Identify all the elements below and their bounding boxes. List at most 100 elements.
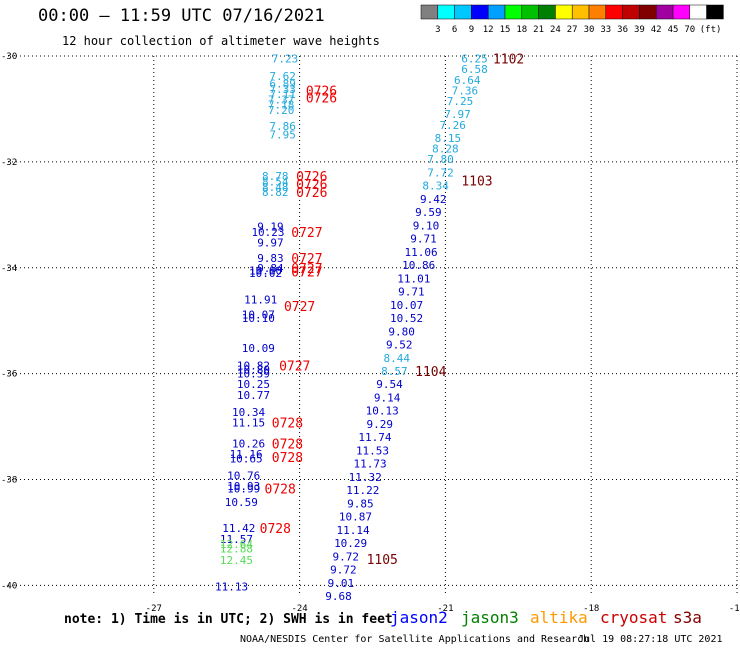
wave-height-point: 10.10 xyxy=(242,312,275,325)
wave-height-point: 11.16 xyxy=(230,448,263,461)
wave-height-point: 10.77 xyxy=(237,389,270,402)
colorbar-label: 45 xyxy=(668,25,679,35)
wave-height-point: 12.64 xyxy=(220,538,253,551)
colorbar-label: 3 xyxy=(435,25,440,35)
colorbar-label: 15 xyxy=(500,25,511,35)
x-tick-label: -21 xyxy=(437,604,453,614)
wave-height-point: 8.34 xyxy=(422,180,449,193)
wave-height-point: 10.52 xyxy=(390,312,423,325)
colorbar-label: 70 xyxy=(684,25,695,35)
wave-height-point: 9.97 xyxy=(257,236,284,249)
wave-height-point: 9.72 xyxy=(330,564,357,577)
x-tick-label: -15 xyxy=(729,604,740,614)
wave-height-point: 10.02 xyxy=(249,267,282,280)
wave-height-point: 10.34 xyxy=(232,406,265,419)
time-annotation: 0728 xyxy=(272,416,303,431)
time-annotation: 1103 xyxy=(461,174,492,189)
wave-height-point: 9.83 xyxy=(257,252,284,265)
mission-label-altika: altika xyxy=(530,608,588,627)
wave-height-point: 9.19 xyxy=(257,220,284,233)
y-tick-label: -34 xyxy=(1,264,17,274)
wave-height-point: 9.54 xyxy=(376,378,403,391)
wave-height-point: 7.25 xyxy=(447,95,474,108)
wave-height-point: 7.36 xyxy=(452,84,479,97)
wave-height-point: 11.15 xyxy=(232,416,265,429)
y-tick-label: -40 xyxy=(1,581,17,591)
wave-height-point: 12.88 xyxy=(220,542,253,555)
colorbar-label: 42 xyxy=(651,25,662,35)
wave-height-point: 9.84 xyxy=(257,262,284,275)
time-annotation: 0726 xyxy=(306,84,337,99)
time-annotation: 1105 xyxy=(367,553,398,568)
wave-height-point: 7.23 xyxy=(272,53,299,66)
colorbar-label: 36 xyxy=(617,25,628,35)
time-annotation: 0727 xyxy=(291,265,322,280)
wave-height-point: 9.59 xyxy=(415,206,442,219)
wave-height-point: 10.99 xyxy=(227,483,260,496)
wave-height-point: 9.85 xyxy=(347,497,374,510)
wave-height-point: 9.42 xyxy=(420,193,447,206)
wave-height-point: 7.72 xyxy=(427,166,454,179)
colorbar-label: 24 xyxy=(550,25,561,35)
time-annotation: 0726 xyxy=(306,91,337,106)
wave-height-point: 10.13 xyxy=(366,405,399,418)
wave-height-chart: -27 -24 -21 -18 -15 -30 -32 -34 -36 -38 -40 7.23 7.6… xyxy=(1,52,740,614)
time-annotation: 0728 xyxy=(272,438,303,453)
wave-height-point: 10.09 xyxy=(242,342,275,355)
wave-height-point: 11.57 xyxy=(220,533,253,546)
wave-height-point: 10.80 xyxy=(237,363,270,376)
colorbar-label: 27 xyxy=(567,25,578,35)
mission-label-jason2: jason2 xyxy=(390,608,448,627)
wave-height-point: 10.23 xyxy=(251,226,284,239)
wave-height-point: 9.80 xyxy=(388,325,415,338)
wave-height-point: 8.78 xyxy=(262,170,289,183)
time-annotation: 0727 xyxy=(279,360,310,375)
wave-height-point: 7.86 xyxy=(269,120,296,133)
wave-height-point: 7.26 xyxy=(439,119,466,132)
x-tick-label: -24 xyxy=(291,604,307,614)
wave-height-point: 10.93 xyxy=(227,480,260,493)
time-annotation: 0728 xyxy=(272,451,303,466)
wave-height-point: 9.01 xyxy=(328,577,355,590)
page-subtitle: 12 hour collection of altimeter wave hei… xyxy=(62,34,380,48)
wave-height-point: 8.48 xyxy=(262,181,289,194)
wave-height-point: 7.95 xyxy=(269,128,296,141)
colorbar-label: 6 xyxy=(452,25,457,35)
colorbar-label: 21 xyxy=(533,25,544,35)
wave-height-point: 6.25 xyxy=(461,53,488,66)
mission-label-s3a: s3a xyxy=(673,608,702,627)
wave-height-point: 9.71 xyxy=(398,286,425,299)
time-annotation: 0728 xyxy=(260,522,291,537)
time-annotation: 0726 xyxy=(296,170,327,185)
y-tick-label: -32 xyxy=(1,158,17,168)
wave-height-point: 10.76 xyxy=(227,469,260,482)
wave-height-point: 7.37 xyxy=(268,93,295,106)
wave-height-point: 10.65 xyxy=(230,452,263,465)
wave-height-point: 8.82 xyxy=(262,186,289,199)
time-annotation: 1102 xyxy=(493,53,524,68)
wave-height-point: 11.22 xyxy=(346,484,379,497)
wave-height-point: 11.74 xyxy=(358,431,391,444)
wave-height-point: 11.91 xyxy=(244,294,277,307)
time-annotation: 0728 xyxy=(265,483,296,498)
wave-height-point: 10.59 xyxy=(225,496,258,509)
wave-height-point: 9.29 xyxy=(367,418,394,431)
wave-height-point: 12.45 xyxy=(220,554,253,567)
wave-height-point: 11.53 xyxy=(356,444,389,457)
wave-height-point: 11.13 xyxy=(215,580,248,593)
colorbar-label: 12 xyxy=(483,25,494,35)
time-annotation: 1104 xyxy=(415,365,446,380)
wave-height-point: 9.10 xyxy=(413,219,440,232)
wave-height-point: 10.82 xyxy=(237,360,270,373)
wave-height-point: 8.15 xyxy=(435,132,462,145)
wave-height-point: 10.87 xyxy=(339,511,372,524)
mission-label-cryosat: cryosat xyxy=(600,608,668,627)
credit-text: NOAA/NESDIS Center for Satellite Applica… xyxy=(240,634,590,645)
wave-height-point: 10.07 xyxy=(242,308,275,321)
colorbar-label: 33 xyxy=(600,25,611,35)
wave-height-point: 10.86 xyxy=(402,259,435,272)
colorbar-label: 9 xyxy=(469,25,474,35)
wave-height-point: 9.14 xyxy=(374,391,401,404)
wave-height-point: 7.33 xyxy=(269,83,296,96)
